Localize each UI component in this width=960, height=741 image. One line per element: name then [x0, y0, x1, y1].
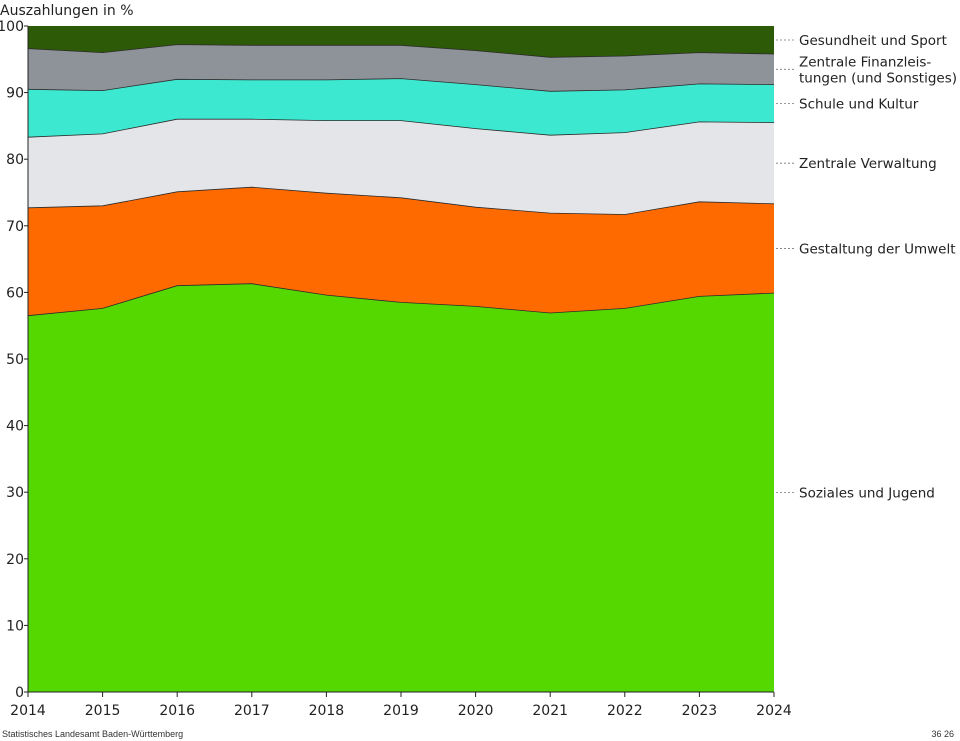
legend-label-gesundheit-und-sport: Gesundheit und Sport — [799, 33, 947, 49]
y-tick-label: 10 — [6, 618, 24, 634]
y-tick-label: 80 — [6, 152, 24, 168]
boundary-zentrale-verwaltung — [27, 118, 775, 138]
y-tick-label: 40 — [6, 419, 24, 435]
area-soziales-und-jugend — [28, 283, 774, 692]
x-tick-label: 2014 — [10, 703, 46, 719]
area-zentrale-finanzleistungen-und-sonstiges — [28, 44, 774, 92]
footer-page-number: 36 26 — [931, 729, 954, 739]
y-tick-label: 100 — [0, 19, 24, 35]
legend-label-zentrale-finanzleistungen-und-sonstiges: tungen (und Sonstiges) — [799, 70, 957, 86]
y-tick-label: 50 — [6, 352, 24, 368]
y-tick-label: 30 — [6, 485, 24, 501]
y-tick-label: 70 — [6, 219, 24, 235]
x-tick-label: 2024 — [756, 703, 792, 719]
y-tick-label: 20 — [6, 552, 24, 568]
area-gestaltung-der-umwelt — [28, 187, 774, 316]
y-tick-label: 0 — [15, 685, 24, 701]
y-tick-label: 60 — [6, 285, 24, 301]
x-tick-label: 2018 — [309, 703, 345, 719]
x-tick-label: 2023 — [682, 703, 718, 719]
chart-title: Auszahlungen in % — [0, 3, 134, 19]
legend-label-zentrale-finanzleistungen-und-sonstiges: Zentrale Finanzleis- — [799, 54, 931, 70]
x-tick-label: 2020 — [458, 703, 494, 719]
x-tick-label: 2017 — [234, 703, 270, 719]
x-tick-label: 2021 — [532, 703, 568, 719]
boundary-schule-und-kultur — [27, 78, 775, 92]
legend-label-zentrale-verwaltung: Zentrale Verwaltung — [799, 156, 937, 172]
boundary-zentrale-finanzleistungen-und-sonstiges — [27, 44, 775, 58]
x-tick-label: 2019 — [383, 703, 419, 719]
area-zentrale-verwaltung — [28, 119, 774, 215]
legend-label-gestaltung-der-umwelt: Gestaltung der Umwelt — [799, 241, 956, 257]
area-schule-und-kultur — [28, 78, 774, 138]
area-gesundheit-und-sport — [28, 26, 774, 58]
boundary-soziales-und-jugend — [27, 283, 775, 317]
y-tick-label: 90 — [6, 86, 24, 102]
x-tick-label: 2022 — [607, 703, 643, 719]
legend-label-schule-und-kultur: Schule und Kultur — [799, 97, 919, 113]
footer-source: Statistisches Landesamt Baden-Württember… — [2, 729, 184, 739]
x-tick-label: 2015 — [85, 703, 121, 719]
boundary-gestaltung-der-umwelt — [27, 186, 775, 215]
legend-label-soziales-und-jugend: Soziales und Jugend — [799, 486, 935, 502]
x-tick-label: 2016 — [159, 703, 195, 719]
